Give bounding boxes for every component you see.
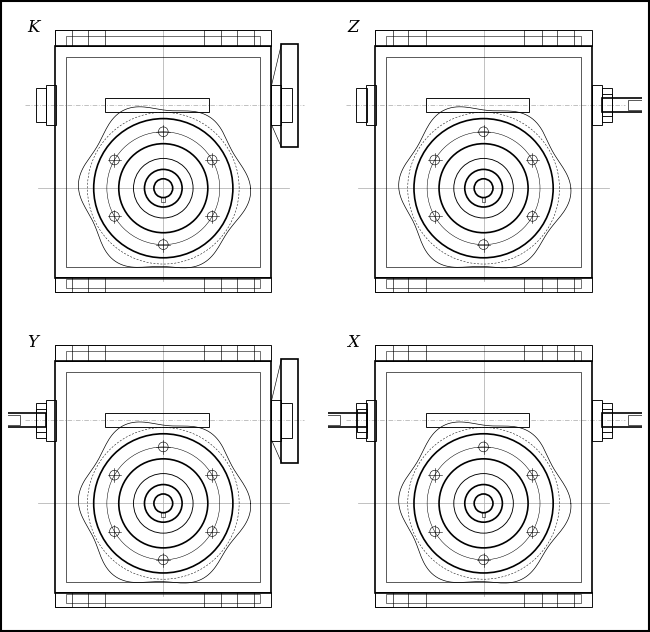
Bar (482, 512, 486, 517)
Bar (36, 88, 46, 123)
Bar (557, 592, 575, 607)
Bar (272, 85, 281, 126)
Bar (408, 30, 426, 46)
Bar (55, 345, 72, 361)
Bar (36, 409, 46, 432)
Bar (324, 413, 367, 427)
Bar (88, 30, 105, 46)
Bar (46, 400, 56, 441)
Text: X: X (347, 334, 359, 351)
Bar (55, 30, 272, 46)
Bar (237, 345, 254, 361)
Bar (557, 345, 575, 361)
Bar (602, 409, 612, 432)
Bar (629, 415, 644, 425)
Bar (386, 372, 580, 581)
Bar (66, 36, 261, 46)
Bar (55, 361, 272, 593)
Bar (281, 88, 292, 123)
Bar (386, 279, 580, 288)
Bar (66, 351, 261, 361)
Bar (204, 30, 221, 46)
Bar (376, 30, 592, 46)
Bar (408, 277, 426, 291)
Bar (55, 592, 72, 607)
Bar (408, 345, 426, 361)
Bar (66, 594, 261, 603)
Bar (525, 345, 541, 361)
Text: K: K (27, 19, 39, 36)
Bar (557, 30, 575, 46)
Bar (426, 413, 529, 427)
Bar (272, 400, 281, 441)
Bar (36, 403, 46, 437)
Bar (88, 345, 105, 361)
Bar (525, 30, 541, 46)
Bar (366, 400, 376, 441)
Bar (237, 277, 254, 291)
Bar (324, 415, 340, 425)
Text: Y: Y (27, 334, 38, 351)
Bar (281, 359, 298, 463)
Bar (105, 413, 209, 427)
Bar (66, 56, 261, 267)
Bar (557, 277, 575, 291)
Bar (602, 98, 644, 112)
Bar (376, 46, 592, 277)
Bar (602, 94, 612, 116)
Bar (386, 351, 580, 361)
Bar (204, 592, 221, 607)
Bar (426, 98, 529, 112)
Bar (602, 413, 644, 427)
Bar (46, 85, 56, 126)
Bar (66, 279, 261, 288)
Bar (408, 592, 426, 607)
Bar (161, 197, 165, 202)
Bar (376, 345, 393, 361)
Bar (376, 277, 592, 291)
Bar (592, 400, 602, 441)
Bar (55, 46, 272, 277)
Bar (376, 592, 393, 607)
Bar (237, 592, 254, 607)
Bar (105, 98, 209, 112)
Bar (376, 30, 393, 46)
Bar (204, 345, 221, 361)
Bar (376, 361, 592, 593)
Bar (525, 592, 541, 607)
Bar (592, 85, 602, 126)
Bar (525, 277, 541, 291)
Bar (281, 403, 292, 437)
Bar (55, 277, 272, 291)
Bar (88, 592, 105, 607)
Text: Z: Z (347, 19, 359, 36)
Bar (66, 372, 261, 581)
Bar (55, 592, 272, 607)
Bar (376, 277, 393, 291)
Bar (629, 100, 644, 110)
Bar (356, 88, 367, 123)
Bar (281, 44, 298, 147)
Bar (386, 594, 580, 603)
Bar (376, 345, 592, 361)
Bar (204, 277, 221, 291)
Bar (55, 30, 72, 46)
Bar (366, 85, 376, 126)
Bar (4, 413, 46, 427)
Bar (237, 30, 254, 46)
Bar (386, 36, 580, 46)
Bar (357, 409, 367, 432)
Bar (386, 56, 580, 267)
Bar (55, 277, 72, 291)
Bar (4, 415, 20, 425)
Bar (161, 512, 165, 517)
Bar (376, 592, 592, 607)
Bar (88, 277, 105, 291)
Bar (602, 403, 612, 437)
Bar (356, 403, 367, 437)
Bar (55, 345, 272, 361)
Bar (482, 197, 486, 202)
Bar (602, 88, 612, 123)
